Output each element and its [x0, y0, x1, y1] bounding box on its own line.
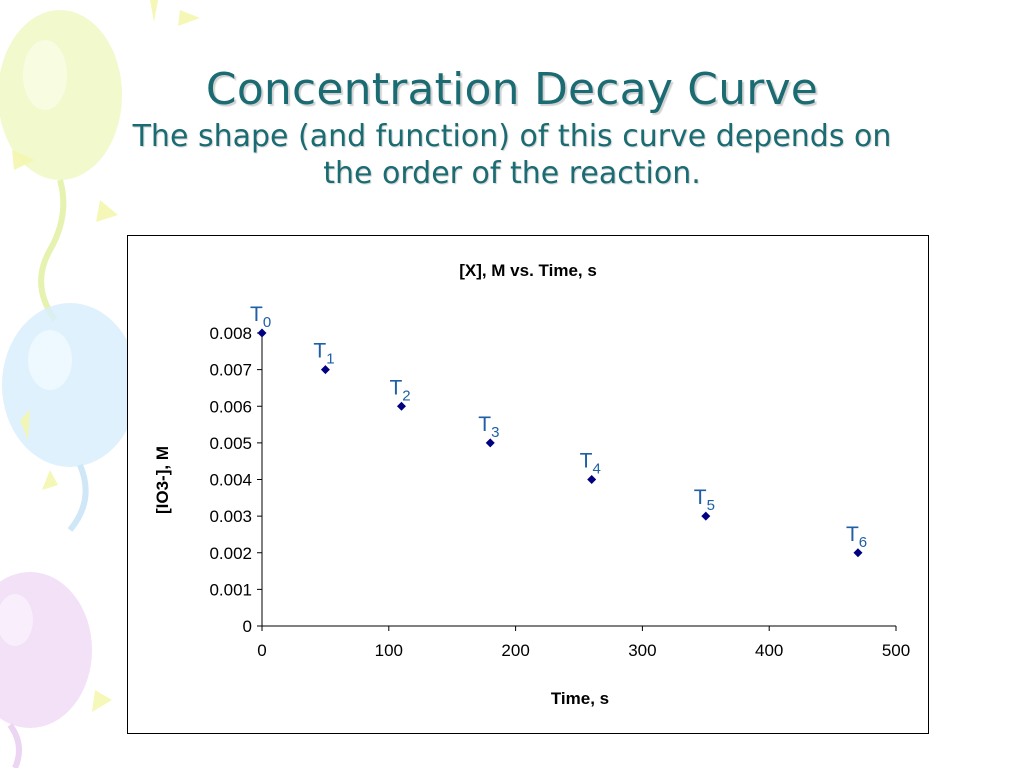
x-tick-label: 500 — [882, 641, 910, 660]
x-tick-label: 300 — [628, 641, 656, 660]
y-tick-label: 0.005 — [209, 434, 252, 453]
scatter-chart: [X], M vs. Time, s 0 0.001 0.002 0.003 0.004… — [153, 261, 910, 708]
balloon-decoration-purple — [0, 572, 92, 768]
chart-title: [X], M vs. Time, s — [459, 261, 597, 280]
data-point-label: T0 — [250, 303, 271, 331]
data-point-marker — [485, 438, 495, 448]
data-point-marker — [320, 365, 330, 375]
data-point-marker — [587, 475, 597, 484]
y-tick-label: 0 — [243, 617, 252, 636]
data-point-marker — [853, 548, 863, 558]
data-point-label: T1 — [313, 340, 334, 368]
data-point-label: T2 — [389, 376, 410, 404]
data-point-marker — [257, 328, 267, 338]
data-point-label: T5 — [694, 486, 715, 514]
data-point-label: T4 — [580, 450, 601, 478]
y-tick-label: 0.007 — [209, 361, 252, 380]
slide-subtitle-line-2: the order of the reaction. — [323, 156, 701, 191]
y-tick-label: 0.004 — [209, 471, 252, 490]
sparkle-decoration — [12, 0, 200, 712]
y-axis-label: [IO3-], M — [153, 446, 172, 514]
balloon-decoration-yellow — [0, 10, 122, 322]
y-tick-label: 0.001 — [209, 580, 252, 599]
chart-axes: 0 0.001 0.002 0.003 0.004 0.005 0.006 0.007 0.00… — [209, 324, 910, 660]
chart-area: [X], M vs. Time, s 0 0.001 0.002 0.003 0.004… — [127, 235, 929, 734]
slide-subtitle-line-1: The shape (and function) of this curve d… — [132, 119, 892, 154]
chart-points: T0 T1 T2 T3 T4 T5 T6 — [250, 303, 867, 558]
x-tick-label: 100 — [375, 641, 403, 660]
balloon-decoration-blue — [2, 303, 138, 532]
data-point-marker — [396, 401, 406, 411]
y-tick-label: 0.003 — [209, 507, 252, 526]
data-point-marker — [701, 511, 711, 521]
x-axis-label: Time, s — [551, 689, 609, 708]
data-point-label: T6 — [846, 523, 867, 551]
slide-title: Concentration Decay Curve — [205, 64, 819, 115]
y-tick-label: 0.008 — [209, 324, 252, 343]
y-tick-label: 0.006 — [209, 397, 252, 416]
x-tick-label: 400 — [755, 641, 783, 660]
data-point-label: T3 — [478, 413, 499, 441]
x-tick-label: 0 — [257, 641, 266, 660]
x-tick-label: 200 — [501, 641, 529, 660]
y-tick-label: 0.002 — [209, 544, 252, 563]
slide-title-block: Concentration Decay Curve The shape (and… — [0, 62, 1024, 192]
